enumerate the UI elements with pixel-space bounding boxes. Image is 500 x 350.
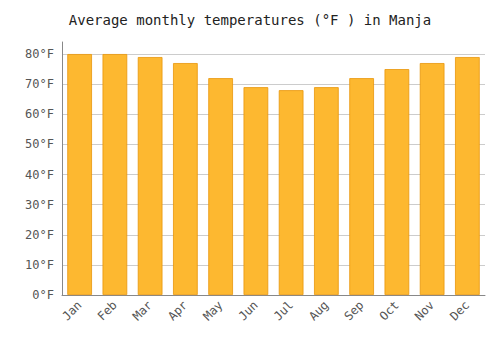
svg-text:May: May: [200, 298, 225, 323]
svg-text:Average monthly temperatures (: Average monthly temperatures (°F ) in Ma…: [69, 12, 431, 28]
svg-text:Jul: Jul: [271, 298, 296, 323]
svg-text:60°F: 60°F: [25, 107, 54, 121]
svg-text:Oct: Oct: [377, 298, 402, 323]
svg-text:Mar: Mar: [130, 298, 155, 323]
svg-text:70°F: 70°F: [25, 77, 54, 91]
svg-text:Sep: Sep: [341, 298, 366, 323]
svg-text:Aug: Aug: [306, 298, 331, 323]
svg-text:0°F: 0°F: [32, 288, 54, 302]
svg-text:50°F: 50°F: [25, 137, 54, 151]
svg-text:Dec: Dec: [447, 298, 472, 323]
svg-text:Feb: Feb: [95, 298, 120, 323]
svg-text:80°F: 80°F: [25, 47, 54, 61]
svg-text:Jan: Jan: [59, 298, 84, 323]
svg-text:30°F: 30°F: [25, 198, 54, 212]
svg-text:Apr: Apr: [165, 298, 190, 323]
svg-text:Jun: Jun: [236, 298, 261, 323]
svg-text:Nov: Nov: [412, 298, 437, 323]
svg-text:20°F: 20°F: [25, 228, 54, 242]
svg-text:10°F: 10°F: [25, 258, 54, 272]
svg-text:40°F: 40°F: [25, 168, 54, 182]
